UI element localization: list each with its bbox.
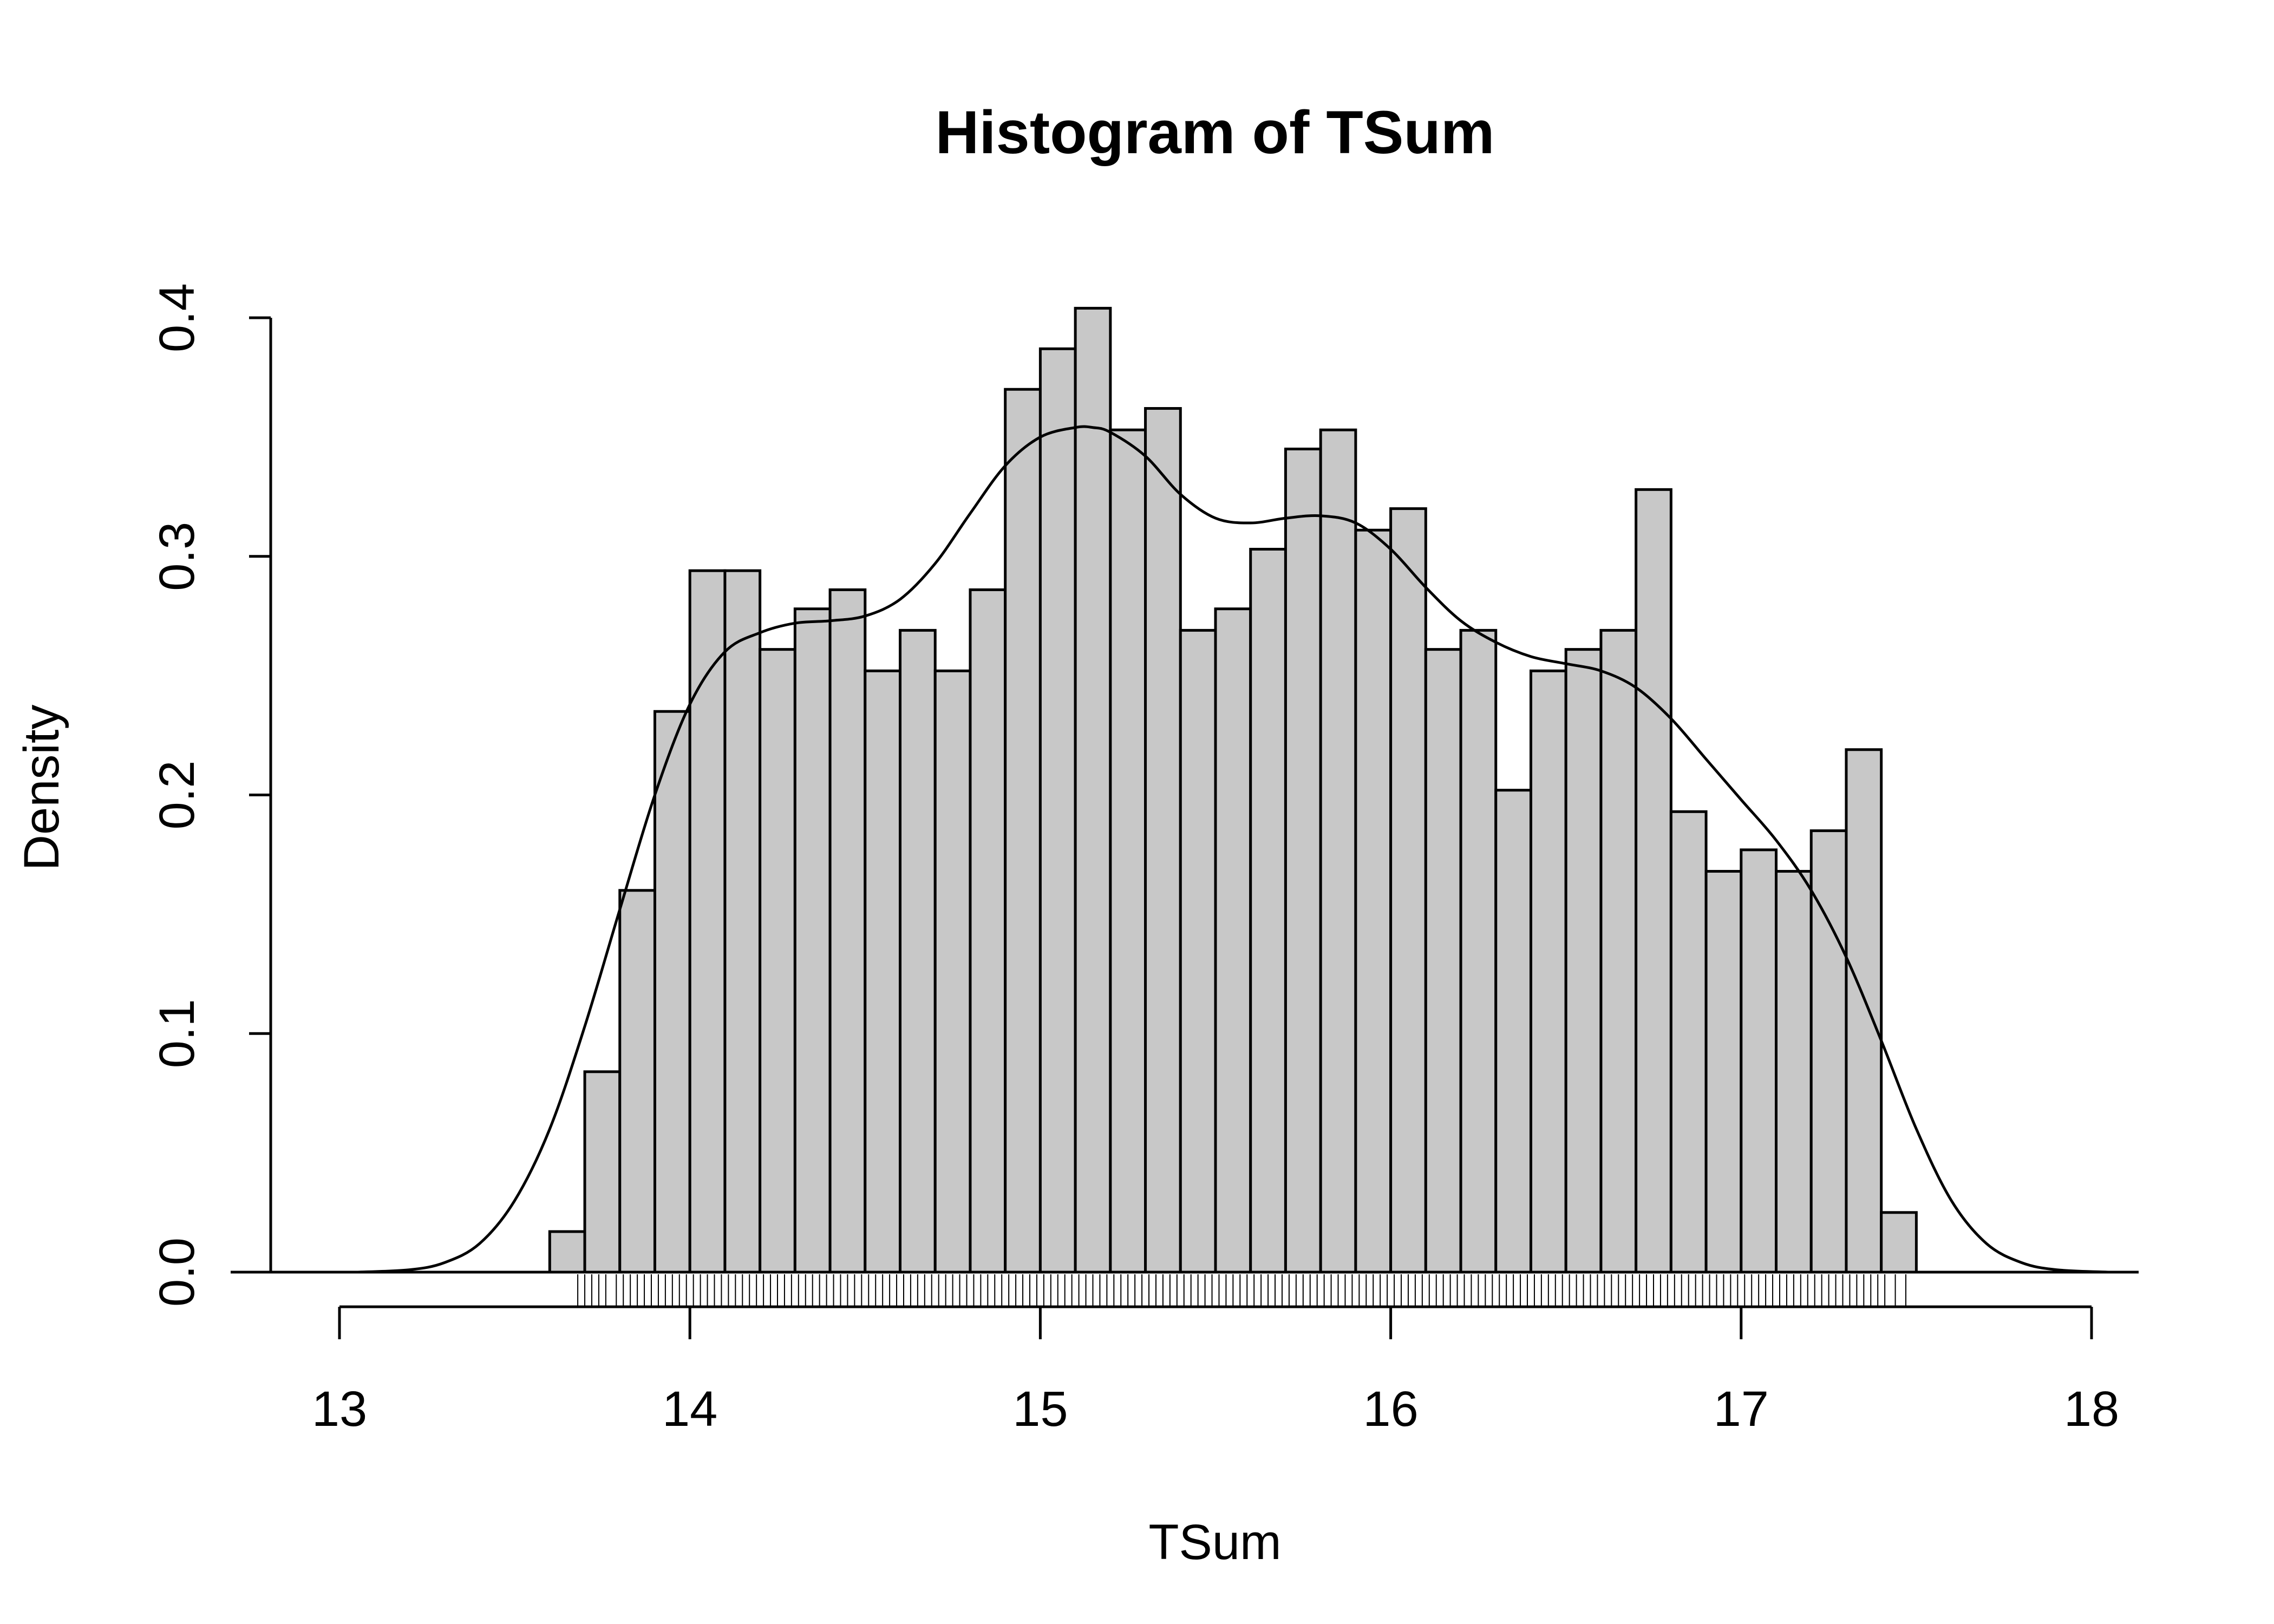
histogram-bar <box>1740 848 1778 1274</box>
histogram-bar <box>1038 347 1077 1274</box>
histogram-bar <box>1354 528 1393 1274</box>
density-curve <box>357 425 2109 1274</box>
histogram-bar <box>1564 648 1603 1274</box>
histogram-bar <box>1494 789 1532 1274</box>
histogram-bar <box>793 607 832 1274</box>
histogram-bar <box>618 889 656 1274</box>
x-tick-label: 17 <box>1714 1381 1769 1437</box>
histogram-bar <box>1845 748 1883 1274</box>
histogram-bar <box>1144 407 1182 1274</box>
y-tick-label: 0.0 <box>149 1237 205 1307</box>
histogram-bar <box>969 588 1007 1274</box>
histogram-bar <box>1635 488 1672 1274</box>
histogram-bar <box>1074 306 1112 1274</box>
histogram-bar <box>1424 648 1462 1274</box>
x-tick-label: 15 <box>1012 1381 1068 1437</box>
histogram-bar <box>1214 607 1252 1274</box>
histogram-bar <box>1004 388 1042 1274</box>
histogram-bar <box>1704 870 1743 1274</box>
histogram-bar <box>864 669 902 1274</box>
histogram-bar <box>759 648 796 1274</box>
histogram-bar <box>1459 628 1498 1274</box>
x-axis-label: TSum <box>1148 1515 1281 1570</box>
x-axis: 13 14 15 16 17 18 <box>312 1305 2119 1437</box>
histogram-bar <box>1319 428 1357 1274</box>
histogram-bar <box>1880 1211 1918 1274</box>
x-tick-label: 16 <box>1363 1381 1418 1437</box>
chart-title: Histogram of TSum <box>936 99 1495 166</box>
y-tick-label: 0.4 <box>149 283 205 352</box>
histogram-bar <box>1179 628 1217 1274</box>
x-tick-label: 18 <box>2064 1381 2119 1437</box>
histogram-bar <box>1599 628 1638 1274</box>
histogram-bar <box>1775 870 1813 1274</box>
x-tick-label: 13 <box>312 1381 367 1437</box>
histogram-bar <box>653 710 691 1274</box>
histogram-bar <box>1284 447 1322 1274</box>
histogram-bar <box>1389 507 1427 1274</box>
rug-marks <box>577 1274 1906 1307</box>
histogram-bar <box>899 628 937 1274</box>
histogram-bar <box>1249 548 1287 1274</box>
histogram-bar <box>548 1230 586 1274</box>
histogram-bar <box>828 588 867 1274</box>
y-tick-label: 0.1 <box>149 999 205 1068</box>
histogram-bar <box>1109 428 1147 1274</box>
y-tick-label: 0.3 <box>149 522 205 591</box>
histogram-bars <box>548 306 1918 1274</box>
y-axis: 0.0 0.1 0.2 0.3 0.4 <box>149 283 272 1307</box>
histogram-bar <box>1669 810 1708 1274</box>
y-axis-label: Density <box>14 705 69 871</box>
y-tick-label: 0.2 <box>149 761 205 830</box>
x-tick-label: 14 <box>662 1381 717 1437</box>
histogram-bar <box>723 569 762 1274</box>
histogram-bar <box>933 669 972 1274</box>
histogram-bar <box>1529 669 1567 1274</box>
histogram-bar <box>583 1070 622 1274</box>
